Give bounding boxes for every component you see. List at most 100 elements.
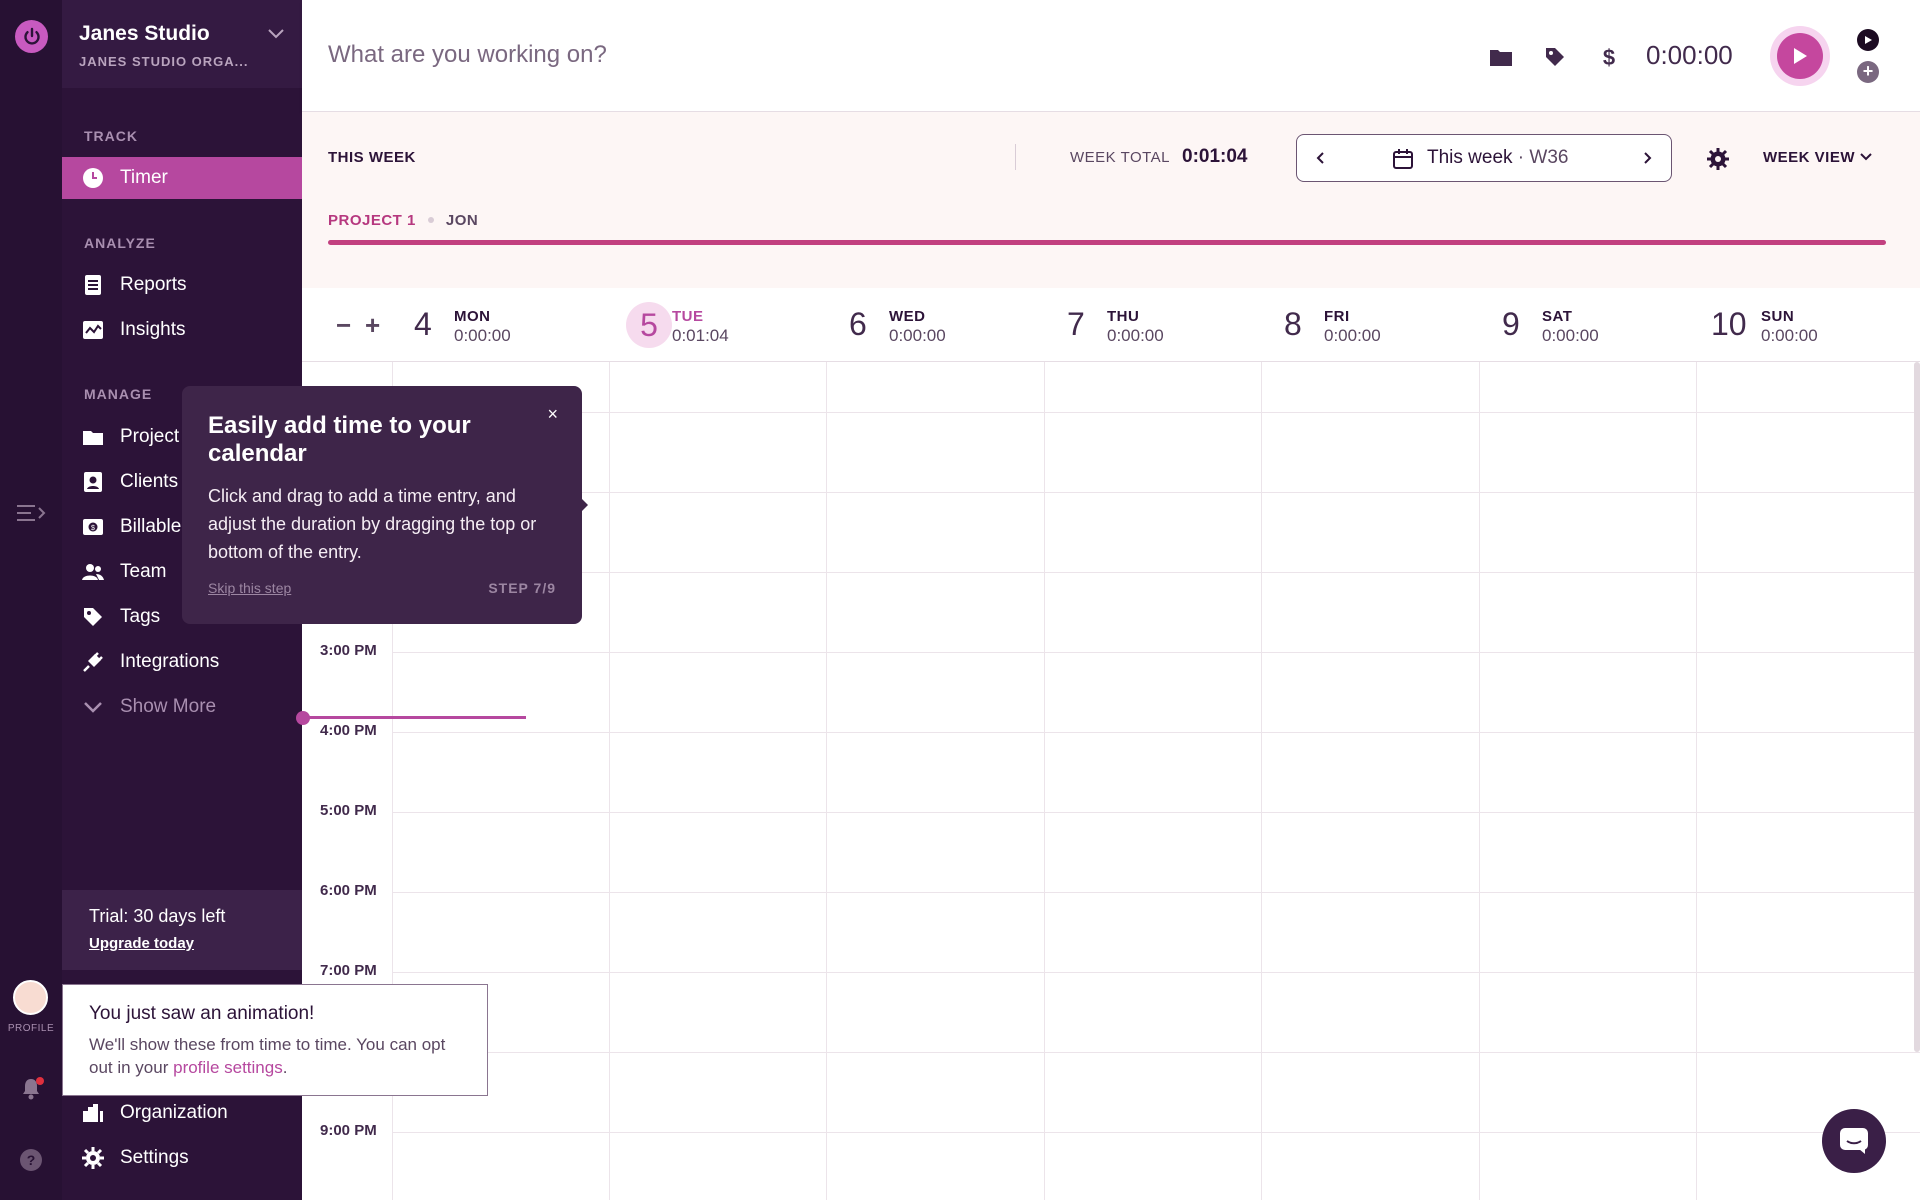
clock-icon: [82, 167, 104, 189]
grid-line: [392, 1052, 1920, 1053]
chevron-down-icon: [267, 26, 285, 40]
sidebar-item-tags[interactable]: Tags: [62, 596, 302, 638]
project-name: PROJECT 1: [328, 212, 416, 229]
timer-display: 0:00:00: [1646, 40, 1733, 70]
week-total-value: 0:01:04: [1182, 146, 1248, 167]
sidebar-item-integrations[interactable]: Integrations: [62, 641, 302, 683]
day-header-row: − + 4 MON 0:00:00 5 TUE 0:01:04 6 WED 0:…: [302, 288, 1920, 362]
workspace-switcher[interactable]: Janes Studio JANES STUDIO ORGA...: [62, 0, 302, 88]
grid-line: [1044, 362, 1045, 1200]
grid-line: [609, 362, 610, 1200]
grid-line: [1261, 362, 1262, 1200]
trial-banner: Trial: 30 days left Upgrade today: [62, 890, 302, 970]
tooltip-title: Easily add time to your calendar: [208, 412, 471, 467]
day-duration: 0:00:00: [1542, 326, 1599, 345]
power-logo-icon[interactable]: [15, 20, 48, 53]
week-total-label: WEEK TOTAL: [1070, 149, 1171, 166]
chevron-right-icon[interactable]: [1637, 147, 1657, 169]
day-name: MON: [454, 308, 491, 325]
grid-line: [392, 732, 1920, 733]
profile-settings-link[interactable]: profile settings: [173, 1058, 283, 1077]
sidebar-item-label: Show More: [120, 696, 217, 717]
client-name: JON: [445, 212, 479, 229]
tooltip-arrow: [580, 497, 588, 513]
day-number: 9: [1502, 306, 1520, 342]
grid-scrollbar[interactable]: [1914, 362, 1920, 1052]
sidebar-item-projects[interactable]: Project: [62, 416, 302, 458]
skip-step-link[interactable]: Skip this step: [208, 580, 292, 596]
chevron-down-icon: [82, 696, 104, 718]
timer-bar: $ 0:00:00 +: [302, 0, 1920, 112]
sidebar-item-label: Organization: [120, 1102, 228, 1123]
sidebar-item-insights[interactable]: Insights: [62, 309, 302, 351]
upgrade-link[interactable]: Upgrade today: [89, 935, 195, 952]
sidebar-item-label: Integrations: [120, 651, 220, 672]
profile-avatar[interactable]: [13, 980, 48, 1015]
building-icon: [82, 1102, 104, 1124]
close-icon[interactable]: ×: [547, 404, 558, 424]
divider: [1015, 144, 1016, 170]
calendar-settings-gear-icon[interactable]: [1706, 147, 1730, 171]
hour-label: 5:00 PM: [320, 802, 377, 819]
team-icon: [82, 561, 104, 583]
day-name: WED: [889, 308, 926, 325]
day-number: 4: [414, 306, 432, 342]
manual-mode-icon[interactable]: +: [1857, 61, 1879, 83]
day-number: 7: [1067, 306, 1085, 342]
sidebar-item-settings[interactable]: Settings: [62, 1137, 302, 1179]
bell-icon[interactable]: [20, 1077, 42, 1101]
calendar-icon: [1392, 148, 1414, 170]
day-number: 6: [849, 306, 867, 342]
week-label: THIS WEEK: [328, 149, 416, 166]
description-input[interactable]: [328, 30, 1128, 80]
workspace-name: Janes Studio: [79, 22, 210, 45]
sidebar-item-clients[interactable]: Clients: [62, 461, 302, 503]
help-icon[interactable]: ?: [20, 1149, 42, 1171]
day-duration: 0:01:04: [672, 326, 729, 345]
grid-line: [392, 652, 1920, 653]
svg-text:$: $: [91, 525, 95, 532]
notice-body: We'll show these from time to time. You …: [89, 1035, 446, 1077]
day-number: 8: [1284, 306, 1302, 342]
sidebar-item-timer[interactable]: Timer: [62, 157, 302, 199]
zoom-out-button[interactable]: −: [336, 310, 352, 340]
animation-notice: You just saw an animation! We'll show th…: [62, 984, 488, 1096]
billable-icon: $: [82, 516, 104, 538]
sidebar-item-label: Billable: [120, 516, 182, 537]
day-number: 5: [626, 302, 672, 348]
week-picker-label: This week · W36: [1427, 147, 1569, 168]
week-header: THIS WEEK WEEK TOTAL 0:01:04 This week ·…: [302, 112, 1920, 288]
hour-label: 4:00 PM: [320, 722, 377, 739]
day-number: 10: [1711, 306, 1747, 342]
sidebar-item-show-more[interactable]: Show More: [62, 686, 302, 728]
chat-support-button[interactable]: [1822, 1109, 1886, 1173]
day-name: THU: [1107, 308, 1140, 325]
zoom-in-button[interactable]: +: [365, 310, 381, 340]
chevron-left-icon[interactable]: [1311, 147, 1331, 169]
hour-label: 7:00 PM: [320, 962, 377, 979]
view-selector[interactable]: WEEK VIEW: [1763, 149, 1872, 166]
billable-dollar-icon[interactable]: $: [1596, 44, 1622, 70]
day-duration: 0:00:00: [1107, 326, 1164, 345]
sidebar-item-label: Team: [120, 561, 167, 582]
sidebar-item-team[interactable]: Team: [62, 551, 302, 593]
trial-text: Trial: 30 days left: [89, 906, 226, 926]
sidebar-item-reports[interactable]: Reports: [62, 264, 302, 306]
notification-badge: [36, 1077, 44, 1085]
sidebar-item-label: Tags: [120, 606, 161, 627]
separator-dot: [427, 217, 434, 223]
grid-line: [392, 572, 1920, 573]
grid-line: [392, 492, 1920, 493]
sidebar-item-billable[interactable]: $ Billable: [62, 506, 302, 548]
gear-icon: [82, 1147, 104, 1169]
day-name: TUE: [672, 308, 704, 325]
start-timer-button[interactable]: [1770, 26, 1830, 86]
sidebar-item-organization[interactable]: Organization: [62, 1092, 302, 1134]
week-picker[interactable]: This week · W36: [1296, 134, 1672, 182]
timer-mode-icon[interactable]: [1857, 29, 1879, 51]
expand-menu-icon[interactable]: [15, 500, 47, 526]
tag-icon[interactable]: [1542, 44, 1568, 70]
current-time-dot: [296, 711, 310, 725]
folder-icon[interactable]: [1488, 44, 1514, 70]
day-name: FRI: [1324, 308, 1350, 325]
